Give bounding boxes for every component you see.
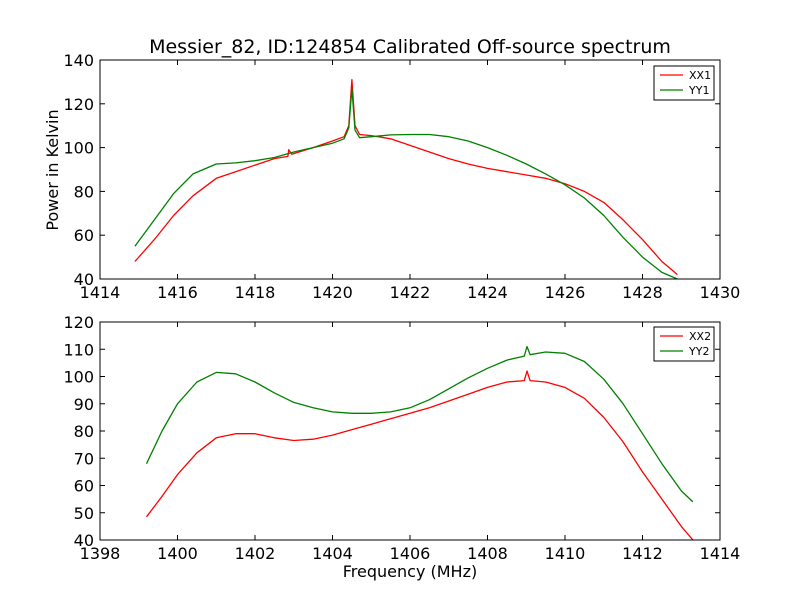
x-tick-label: 1398 (80, 544, 121, 563)
series-line-xx2 (145, 370, 694, 541)
series-line-yy2 (145, 345, 694, 503)
y-tick-label: 60 (74, 477, 94, 496)
x-tick-label: 1400 (157, 544, 198, 563)
x-tick-label: 1414 (80, 283, 121, 302)
legend: XX2 YY2 (653, 326, 715, 362)
top-spectrum-chart: Messier_82, ID:124854 Calibrated Off-sou… (43, 36, 740, 302)
y-tick-label: 40 (74, 270, 94, 289)
y-tick-label: 100 (63, 368, 94, 387)
y-tick-label: 80 (74, 182, 94, 201)
x-tick-label: 1428 (622, 283, 663, 302)
legend-label-xx1: XX1 (689, 69, 711, 82)
legend-box (653, 326, 715, 362)
legend-label-yy2: YY2 (688, 345, 709, 358)
y-tick-label: 90 (74, 395, 94, 414)
y-tick-label: 120 (63, 313, 94, 332)
series-lines (134, 79, 678, 280)
plot-frame (99, 321, 721, 541)
plot-frame (99, 59, 721, 280)
axis-ticks: 1414 1416 1418 1420 1422 1424 1426 1428 1430 40 60… (63, 51, 740, 302)
bottom-spectrum-chart: 1398 1400 1402 1404 1406 1408 1410 1412 1414 40 50… (63, 313, 740, 581)
series-line-yy1 (134, 87, 678, 280)
x-tick-label: 1418 (235, 283, 276, 302)
series-line-xx1 (134, 79, 678, 276)
x-tick-label: 1414 (700, 544, 741, 563)
axis-ticks: 1398 1400 1402 1404 1406 1408 1410 1412 1414 40 50… (63, 313, 740, 563)
y-tick-label: 50 (74, 504, 94, 523)
y-tick-label: 60 (74, 226, 94, 245)
y-tick-label: 120 (63, 95, 94, 114)
x-tick-label: 1404 (312, 544, 353, 563)
y-tick-label: 110 (63, 340, 94, 359)
x-tick-label: 1402 (235, 544, 276, 563)
x-axis-label: Frequency (MHz) (343, 562, 477, 581)
legend-box (653, 65, 715, 101)
y-axis-label: Power in Kelvin (43, 109, 62, 230)
y-tick-label: 70 (74, 449, 94, 468)
x-tick-label: 1422 (390, 283, 431, 302)
x-tick-label: 1410 (545, 544, 586, 563)
plot-area (100, 60, 720, 279)
x-tick-label: 1420 (312, 283, 353, 302)
legend-label-xx2: XX2 (689, 330, 711, 343)
x-tick-label: 1430 (700, 283, 741, 302)
y-tick-label: 140 (63, 51, 94, 70)
legend: XX1 YY1 (653, 65, 715, 101)
series-lines (145, 345, 694, 541)
x-tick-label: 1408 (467, 544, 508, 563)
x-tick-label: 1424 (467, 283, 508, 302)
x-tick-label: 1412 (622, 544, 663, 563)
legend-label-yy1: YY1 (688, 84, 709, 97)
y-tick-label: 100 (63, 139, 94, 158)
x-tick-label: 1426 (545, 283, 586, 302)
x-tick-label: 1406 (390, 544, 431, 563)
y-tick-label: 80 (74, 422, 94, 441)
y-tick-label: 40 (74, 531, 94, 550)
chart-title: Messier_82, ID:124854 Calibrated Off-sou… (149, 36, 671, 58)
x-tick-label: 1416 (157, 283, 198, 302)
plot-area (100, 322, 720, 540)
